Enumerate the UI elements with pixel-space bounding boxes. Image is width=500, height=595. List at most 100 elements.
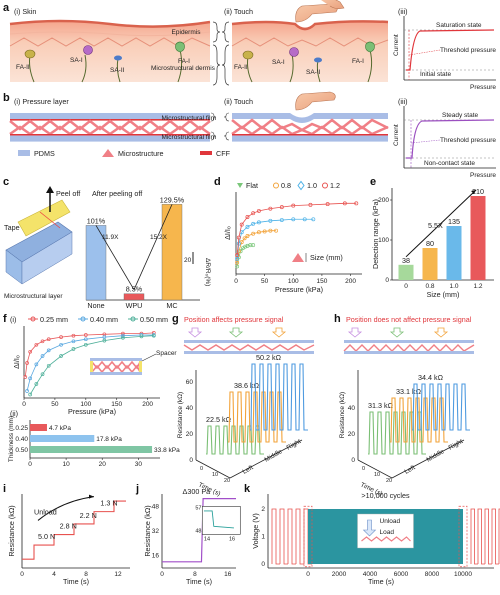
- f1-point: [121, 331, 125, 336]
- h-chart-trace: [390, 397, 448, 443]
- d-point: [235, 264, 240, 269]
- e-arrow: [405, 189, 477, 258]
- f1-point: [102, 335, 107, 339]
- e-bar: [422, 248, 438, 280]
- f1-point: [59, 354, 63, 358]
- legend-flat: Flat: [246, 181, 258, 190]
- f1-point: [23, 375, 28, 379]
- d-point: [251, 221, 256, 226]
- panel-b-sub-ii: (ii) Touch: [224, 97, 253, 106]
- g-chart-y-tick: 60: [186, 379, 194, 386]
- g-chart-position-label: Middle: [264, 448, 284, 464]
- h-chart-value-label: 33.1 kΩ: [396, 387, 422, 396]
- k-tick-label: 8000: [425, 571, 440, 578]
- f1-point: [139, 334, 144, 339]
- d-point: [308, 202, 313, 207]
- panel-letter-b: b: [3, 92, 10, 104]
- label-tape: Tape: [4, 223, 20, 232]
- d-tick-label: 150: [316, 278, 327, 285]
- g-chart-position-label: Left: [242, 464, 255, 476]
- j-tick-label: 0: [160, 571, 164, 578]
- plot-a-iii: Saturation state Threshold pressure Init…: [393, 16, 496, 91]
- receptor-label: SA-I: [272, 59, 285, 66]
- f1-point: [71, 347, 76, 351]
- plot-b-bottom: Non-contact state: [424, 160, 475, 167]
- panel-f-ii-chart: 0 10 20 30 4.7 kPa 0.25 17.8 kPa 0.40 33.8 kPa 0.…: [8, 416, 180, 468]
- i-tick-label: 4: [52, 571, 56, 578]
- receptor-label: SA-II: [306, 69, 321, 76]
- panel-f: f (i) 0.25 mm 0.40 mm 0.50 mm 0 50 100 150 2…: [3, 313, 180, 468]
- i-step-label: 2.2 N: [80, 511, 97, 520]
- size-triangle-icon: [292, 253, 304, 262]
- panel-letter-j: j: [135, 483, 139, 495]
- g-chart-p-axis: [229, 439, 303, 479]
- tape-icon: [17, 199, 71, 237]
- label-microstructural-layer: Microstructural layer: [4, 293, 63, 300]
- size-annotation: Size (mm): [310, 253, 343, 262]
- f1-point: [83, 342, 88, 347]
- i-arrowhead: [89, 494, 94, 499]
- j-tick-label: 48: [152, 503, 160, 510]
- k-zoom-right: [470, 508, 500, 565]
- k-tick-label: 6000: [394, 571, 409, 578]
- k-load-arrow-icon: [362, 519, 377, 537]
- e-tick-label: 1.0: [449, 283, 458, 290]
- g-chart-y-tick: 0: [189, 457, 193, 464]
- d-point: [291, 217, 296, 222]
- f1-point: [28, 392, 33, 397]
- c-bar: [123, 293, 145, 301]
- e-annotation: 5.5X: [428, 221, 443, 230]
- h-chart-value-label: 34.4 kΩ: [418, 373, 444, 382]
- g-chart-x-tick: 0: [200, 466, 203, 472]
- legend-0-50: 0.50 mm: [140, 315, 168, 324]
- k-legend-unload: Unload: [380, 518, 401, 525]
- spacer-label: Spacer: [156, 350, 177, 357]
- plot-a-ylabel: Current: [393, 34, 400, 56]
- e-xlabel: Size (mm): [427, 290, 460, 299]
- j-ylabel: Resistance (kΩ): [143, 505, 152, 556]
- panel-h-film: [343, 327, 475, 354]
- e-tick-label: 1.2: [473, 283, 482, 290]
- d-point: [236, 235, 241, 240]
- panel-i: i 0 4 8 12 5.0 N 2.8 N2.2 N1.3 N Unload Time (s…: [3, 483, 130, 586]
- f1-point: [40, 339, 45, 344]
- panel-b-sub-iii: (iii): [398, 97, 408, 106]
- f1-point: [34, 342, 39, 347]
- label-peel-off: Peel off: [56, 189, 80, 198]
- e-tick-label: 0.8: [425, 283, 434, 290]
- panel-letter-h: h: [334, 313, 341, 325]
- f1-point: [40, 354, 45, 358]
- panel-letter-a: a: [3, 2, 10, 14]
- d-point: [311, 217, 316, 222]
- k-zoom-box: [458, 505, 468, 568]
- panel-letter-e: e: [370, 176, 376, 188]
- d-series-line: [236, 202, 357, 256]
- panel-f-i-chart: 0 50 100 150 200 Pressure (kPa) ΔI/I₀: [12, 326, 160, 416]
- plot-a-top: Saturation state: [436, 22, 482, 29]
- scale-bar-label: 20: [184, 257, 192, 264]
- i-step-label: 5.0 N: [38, 532, 55, 541]
- d-point: [256, 230, 261, 235]
- spacer-illustration: [90, 353, 157, 375]
- i-tick-label: 8: [84, 571, 88, 578]
- plot-b-mid: Threshold pressure: [440, 137, 496, 144]
- c-bar-label: 129.5%: [160, 195, 185, 204]
- f1-point: [102, 338, 107, 343]
- i-tick-label: 0: [20, 571, 24, 578]
- f1-point: [83, 337, 88, 342]
- j-inset-x: 14: [204, 536, 210, 542]
- c-tick-label: MC: [166, 301, 177, 310]
- d-tick-label: 200: [345, 278, 356, 285]
- j-inset-x: 16: [229, 536, 235, 542]
- g-chart-trace: [228, 391, 286, 443]
- e-bar-label: 210: [472, 187, 484, 196]
- g-chart-ylabel: Resistance (kΩ): [177, 392, 184, 438]
- d-point: [245, 215, 250, 219]
- f2-tick-label: 0.40: [15, 436, 28, 443]
- d-point: [291, 203, 296, 208]
- f2-bar: [30, 446, 153, 453]
- f1-point: [46, 348, 51, 353]
- f1-series-line: [24, 332, 154, 378]
- finger-icon: [295, 91, 336, 111]
- panel-d-legend: Flat 0.8 1.0 1.2: [237, 180, 340, 191]
